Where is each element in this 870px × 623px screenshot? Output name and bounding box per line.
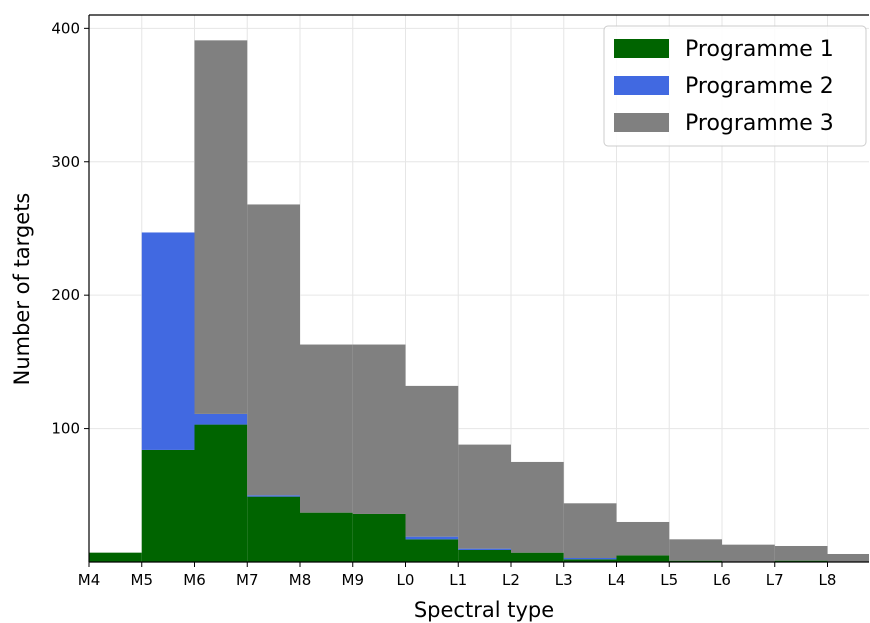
y-tick-label: 200 xyxy=(51,286,80,304)
bar-programme-3-l7 xyxy=(774,545,828,561)
legend-swatch xyxy=(614,76,669,95)
bar-programme-3-l0 xyxy=(405,385,459,537)
x-tick-label: M6 xyxy=(183,571,206,589)
bar-programme-1-m7 xyxy=(247,496,300,562)
bar-programme-1-m8 xyxy=(300,512,353,562)
legend-label: Programme 3 xyxy=(685,111,834,136)
x-tick-label: M4 xyxy=(78,571,101,589)
bar-programme-3-l2 xyxy=(511,461,564,553)
bar-programme-3-m9 xyxy=(352,344,406,514)
bar-programme-3-l5 xyxy=(669,539,722,561)
bar-programme-2-l1 xyxy=(458,548,511,550)
axes xyxy=(88,14,869,563)
bar-programme-1-l3 xyxy=(563,559,617,562)
x-tick-label: L5 xyxy=(660,571,678,589)
x-tick-label: M9 xyxy=(342,571,365,589)
legend-label: Programme 1 xyxy=(685,37,834,62)
bars xyxy=(89,40,869,562)
legend-swatch xyxy=(614,39,669,58)
bar-programme-1-l0 xyxy=(405,539,459,562)
x-tick-label: L3 xyxy=(555,571,573,589)
bar-programme-3-m7 xyxy=(247,204,300,496)
bar-programme-3-l1 xyxy=(458,444,511,549)
bar-programme-1-l7 xyxy=(774,560,828,562)
x-tick-label: L6 xyxy=(713,571,731,589)
bar-programme-2-m6 xyxy=(194,413,248,425)
y-tick-label: 100 xyxy=(51,420,80,438)
legend-label: Programme 2 xyxy=(685,74,834,99)
bar-programme-1-m5 xyxy=(141,449,195,562)
x-tick-label: L1 xyxy=(449,571,467,589)
bar-programme-1-l1 xyxy=(458,549,511,562)
bar-programme-3-m8 xyxy=(300,344,353,513)
bar-programme-3-l4 xyxy=(616,521,670,556)
bar-programme-2-l0 xyxy=(405,536,459,540)
x-tick-label: M8 xyxy=(289,571,312,589)
x-tick-label: L4 xyxy=(608,571,626,589)
x-tick-label: L8 xyxy=(819,571,837,589)
bar-programme-1-m6 xyxy=(194,424,248,562)
x-tick-label: L7 xyxy=(766,571,784,589)
x-axis-label: Spectral type xyxy=(414,598,554,622)
y-tick-label: 300 xyxy=(51,153,80,171)
bar-programme-3-m6 xyxy=(194,40,248,414)
bar-programme-3-l3 xyxy=(563,503,617,558)
y-axis-label: Number of targets xyxy=(10,193,34,386)
bar-programme-1-l4 xyxy=(616,555,670,562)
legend: Programme 1 Programme 2 Programme 3 xyxy=(603,25,867,147)
bar-programme-1-l2 xyxy=(511,552,564,562)
x-tick-label: M5 xyxy=(131,571,154,589)
legend-box xyxy=(603,25,867,147)
bar-programme-2-m5 xyxy=(141,232,195,450)
bar-programme-2-l3 xyxy=(563,557,617,560)
x-tick-label: L2 xyxy=(502,571,520,589)
bar-programme-3-l6 xyxy=(722,544,775,562)
x-tick-label: L0 xyxy=(397,571,415,589)
x-tick-label: M7 xyxy=(236,571,259,589)
bar-programme-1-m9 xyxy=(352,513,406,562)
bar-programme-1-l5 xyxy=(669,560,722,562)
bar-programme-1-m4 xyxy=(89,552,142,562)
x-ticks: M4 M5 M6 M7 M8 M9 L0 L1 L2 L3 L4 L5 L6 L7 L8 xyxy=(78,562,837,589)
bar-programme-3-l8 xyxy=(827,553,869,562)
y-ticks: 100 200 300 400 xyxy=(51,19,89,438)
bar-programme-2-m7 xyxy=(247,495,300,497)
legend-swatch xyxy=(614,113,669,132)
y-tick-label: 400 xyxy=(51,19,80,37)
